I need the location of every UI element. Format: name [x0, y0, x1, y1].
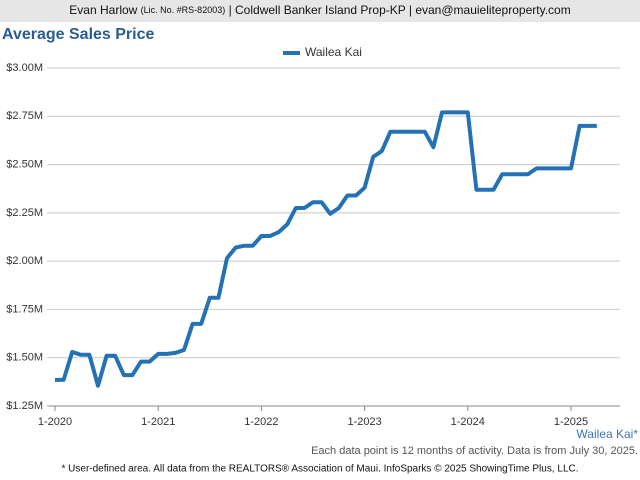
header: Evan Harlow (Lic. No. #RS-82003) | Coldw… — [69, 3, 570, 17]
x-tick-label: 1-2020 — [38, 416, 72, 428]
x-tick-label: 1-2024 — [451, 416, 485, 428]
y-tick-label: $3.00M — [6, 62, 43, 74]
header-license: (Lic. No. #RS-82003) — [141, 5, 226, 15]
y-tick-label: $2.00M — [6, 255, 43, 267]
y-tick-label: $1.50M — [6, 352, 43, 364]
header-name: Evan Harlow — [69, 3, 137, 17]
header-rest: | Coldwell Banker Island Prop-KP | evan@… — [229, 3, 571, 17]
x-tick-label: 1-2022 — [244, 416, 278, 428]
x-tick-label: 1-2021 — [141, 416, 175, 428]
x-tick-label: 1-2025 — [554, 416, 588, 428]
series-line — [55, 110, 597, 388]
header-bar — [0, 0, 640, 22]
x-tick-label: 1-2023 — [347, 416, 381, 428]
y-tick-label: $1.25M — [6, 400, 43, 412]
footer: * User-defined area. All data from the R… — [61, 464, 578, 475]
legend-label: Wailea Kai — [305, 45, 362, 59]
y-tick-label: $2.25M — [6, 207, 43, 219]
y-tick-label: $1.75M — [6, 303, 43, 315]
y-tick-label: $2.75M — [6, 110, 43, 122]
note: Each data point is 12 months of activity… — [311, 445, 638, 457]
area-label: Wailea Kai* — [576, 427, 638, 441]
y-tick-label: $2.50M — [6, 158, 43, 170]
chart-title: Average Sales Price — [2, 26, 155, 43]
